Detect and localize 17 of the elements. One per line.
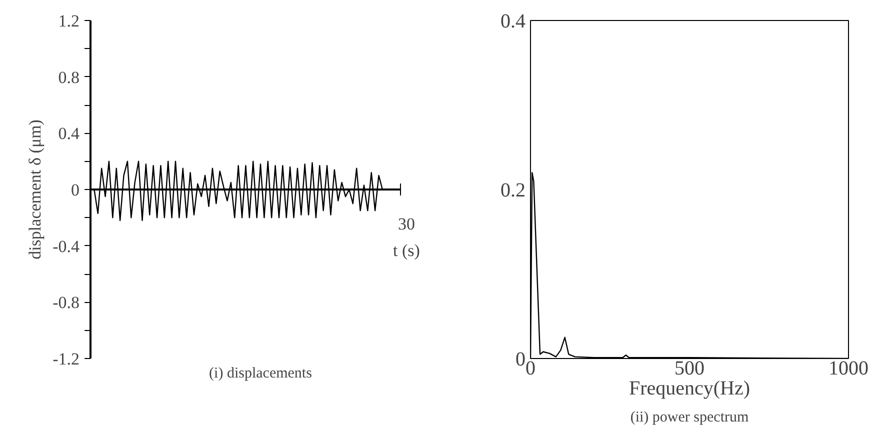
- x-tick-label: 500: [674, 358, 704, 380]
- y-tick-label: -0.8: [52, 293, 80, 312]
- text: t (s): [393, 240, 420, 260]
- y-tick-label: 0.4: [58, 124, 80, 144]
- text: 30: [398, 214, 415, 234]
- y-tick-label: 0.4: [500, 10, 526, 32]
- y-tick-label: 0.2: [500, 180, 526, 202]
- y-tick-label: 1.2: [58, 12, 80, 30]
- y-axis-title: displacement δ (μm): [26, 120, 45, 260]
- y-tick-label: 0: [71, 180, 80, 200]
- x-axis-title: Frequency(Hz): [628, 378, 750, 400]
- text: (ii) power spectrum: [630, 410, 749, 426]
- y-tick-label: 0.8: [58, 68, 80, 87]
- y-tick-label: -1.2: [52, 350, 80, 368]
- text: (i) displacements: [209, 366, 312, 382]
- y-tick-label: -0.4: [52, 236, 80, 256]
- x-tick-label: 1000: [828, 358, 868, 380]
